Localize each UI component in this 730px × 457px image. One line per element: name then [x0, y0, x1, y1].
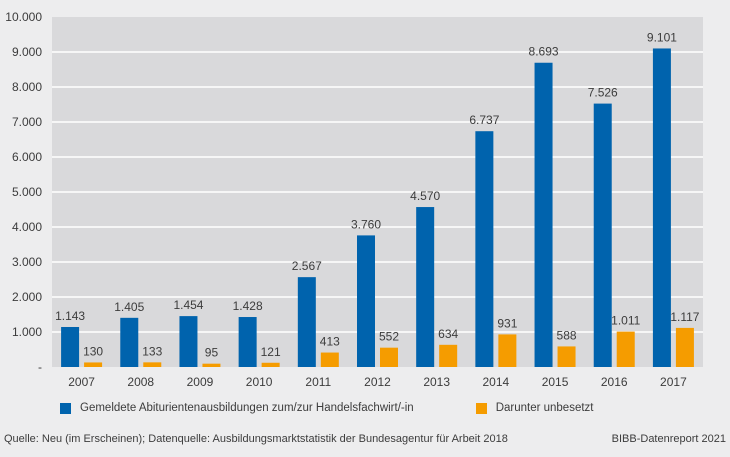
legend-label: Gemeldete Abiturientenausbildungen zum/z…: [80, 402, 414, 414]
legend-item-unbesetzt: Darunter unbesetzt: [475, 402, 594, 414]
bar-unbesetzt: [439, 344, 458, 367]
x-tick-label: 2017: [660, 375, 687, 389]
x-tick-label: 2012: [364, 375, 391, 389]
data-label: 6.737: [469, 113, 499, 127]
bar-gemeldete: [475, 131, 494, 367]
y-tick-label: 7.000: [12, 115, 42, 129]
bar-gemeldete: [238, 317, 257, 367]
data-label: 1.405: [114, 300, 144, 314]
bar-unbesetzt: [143, 362, 162, 367]
y-tick-label: 2.000: [12, 290, 42, 304]
data-label: 1.428: [233, 299, 263, 313]
bar-unbesetzt: [675, 327, 694, 367]
y-tick-label: 3.000: [12, 255, 42, 269]
data-label: 121: [261, 345, 281, 359]
bar-gemeldete: [179, 316, 198, 367]
x-tick-label: 2014: [483, 375, 510, 389]
y-tick-label: 6.000: [12, 150, 42, 164]
x-tick-label: 2015: [542, 375, 569, 389]
bar-gemeldete: [534, 62, 553, 368]
legend-swatch-blue: [60, 402, 71, 414]
data-label: 588: [557, 328, 577, 342]
data-label: 8.693: [529, 45, 559, 59]
bar-unbesetzt: [320, 352, 339, 367]
y-tick-label: 1.000: [12, 325, 42, 339]
bar-gemeldete: [593, 103, 612, 367]
data-labels: 1.143 130 1.405 133 1.454 95 1.428 121 2.567 413 3…: [55, 30, 700, 359]
data-label: 9.101: [647, 30, 677, 44]
bar-chart: - 1.000 2.000 3.000 4.000 5.000 6.000 7.000 8.00…: [5, 10, 703, 389]
y-tick-label: 8.000: [12, 80, 42, 94]
y-axis: - 1.000 2.000 3.000 4.000 5.000 6.000 7.000 8.00…: [5, 10, 42, 374]
x-tick-label: 2016: [601, 375, 628, 389]
x-tick-label: 2011: [305, 375, 331, 389]
y-tick-label: 4.000: [12, 220, 42, 234]
bar-unbesetzt: [498, 334, 517, 367]
bar-unbesetzt: [380, 347, 398, 367]
x-axis: 2007 2008 2009 2010 2011 2012 2013 2014 2015 2016…: [68, 375, 687, 389]
source-note: Quelle: Neu (im Erscheinen); Datenquelle…: [4, 433, 508, 445]
y-tick-label: 5.000: [12, 185, 42, 199]
legend: Gemeldete Abiturientenausbildungen zum/z…: [60, 402, 656, 414]
bar-unbesetzt: [557, 346, 576, 367]
bar-unbesetzt: [84, 362, 103, 367]
legend-swatch-orange: [475, 402, 487, 414]
x-tick-label: 2007: [68, 375, 95, 389]
data-label: 552: [379, 330, 399, 344]
data-label: 1.011: [611, 314, 640, 328]
data-label: 1.454: [173, 298, 203, 312]
bar-gemeldete: [120, 317, 139, 367]
data-label: 413: [320, 335, 340, 349]
footer: Quelle: Neu (im Erscheinen); Datenquelle…: [4, 433, 726, 445]
bar-unbesetzt: [202, 363, 221, 367]
bar-gemeldete: [61, 326, 80, 367]
credit: BIBB-Datenreport 2021: [611, 433, 726, 445]
data-label: 1.117: [670, 310, 699, 324]
x-tick-label: 2008: [127, 375, 154, 389]
x-tick-label: 2013: [423, 375, 450, 389]
data-label: 133: [142, 344, 162, 358]
data-label: 130: [83, 344, 103, 358]
data-label: 3.760: [351, 217, 381, 231]
data-label: 7.526: [588, 86, 618, 100]
x-tick-label: 2009: [187, 375, 214, 389]
y-tick-label: 9.000: [12, 45, 42, 59]
data-label: 931: [497, 316, 517, 330]
data-label: 4.570: [410, 189, 440, 203]
legend-label: Darunter unbesetzt: [495, 402, 594, 414]
bar-gemeldete: [357, 235, 375, 367]
y-tick-label: 10.000: [5, 10, 42, 24]
bars: [61, 48, 694, 368]
bar-unbesetzt: [616, 331, 635, 367]
data-label: 2.567: [292, 259, 322, 273]
x-tick-label: 2010: [246, 375, 273, 389]
bar-unbesetzt: [261, 362, 280, 367]
y-tick-label: -: [38, 360, 42, 374]
data-label: 634: [438, 327, 458, 341]
bar-gemeldete: [652, 48, 671, 368]
legend-item-gemeldete: Gemeldete Abiturientenausbildungen zum/z…: [60, 402, 414, 414]
data-label: 95: [205, 346, 219, 360]
bar-gemeldete: [416, 207, 435, 367]
bar-gemeldete: [297, 277, 316, 367]
data-label: 1.143: [55, 309, 85, 323]
